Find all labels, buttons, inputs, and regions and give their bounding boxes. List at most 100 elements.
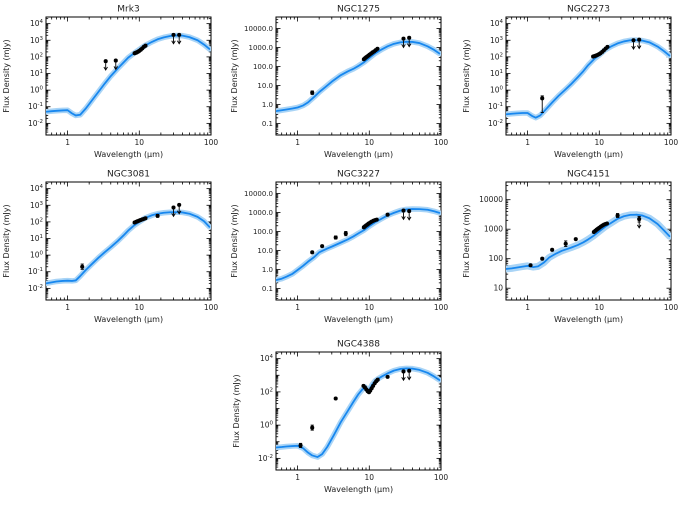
data-point: [385, 212, 390, 217]
y-axis-label: Flux Density (mJy): [230, 204, 239, 277]
model-curve: [506, 37, 671, 121]
x-tick-label: 100: [204, 138, 219, 147]
data-point: [604, 221, 610, 226]
data-point: [310, 90, 315, 95]
data-point: [385, 374, 390, 379]
x-axis-label: Wavelength (μm): [324, 315, 393, 324]
y-tick-label: 10-1: [28, 102, 43, 111]
x-axis-label: Wavelength (μm): [324, 150, 393, 159]
data-point: [550, 247, 555, 252]
model-uncertainty-band: [276, 206, 441, 283]
axis-ticks: [276, 182, 442, 300]
y-tick-label: 10-2: [488, 119, 503, 128]
data-point: [401, 208, 406, 213]
data-point: [80, 264, 85, 269]
model-uncertainty-band: [506, 37, 671, 121]
x-axis-label: Wavelength (μm): [554, 150, 623, 159]
model-uncertainty-band: [506, 211, 671, 273]
x-tick-label: 100: [434, 473, 449, 482]
x-tick-label: 10: [365, 473, 375, 482]
y-tick-label: 100: [490, 86, 504, 95]
y-tick-label: 10000.0: [244, 25, 273, 33]
model-line: [276, 40, 441, 113]
data-points: [310, 208, 412, 255]
y-tick-label: 100: [30, 251, 44, 260]
y-tick-label: 1000.0: [249, 209, 274, 217]
data-point: [407, 368, 412, 373]
y-tick-label: 103: [30, 201, 44, 210]
data-point: [343, 231, 348, 236]
plot-canvas-ngc2273: NGC2273 1 10 100 10-2 10-1 100 101 102 103 104 Wave…: [462, 5, 678, 160]
data-points: [528, 213, 642, 268]
y-tick-label: 100.0: [253, 63, 273, 71]
axis-ticks: [46, 17, 212, 136]
plot-mrk3: Mrk3 1 10 100 10-2 10-1 100 101 102 103 104 Wavelen…: [0, 2, 230, 168]
data-point: [310, 250, 315, 255]
model-line: [46, 34, 211, 117]
data-point: [637, 37, 642, 42]
model-curve: [46, 32, 211, 119]
y-tick-label: 0.1: [262, 120, 273, 128]
plot-title: NGC3081: [107, 170, 150, 180]
y-tick-label: 104: [490, 19, 504, 28]
data-point: [333, 396, 338, 401]
y-tick-label: 104: [30, 19, 44, 28]
y-tick-label: 100: [489, 254, 504, 263]
data-point: [177, 202, 182, 207]
y-tick-label: 102: [260, 387, 273, 396]
y-tick-label: 101: [490, 69, 503, 78]
plot-title: NGC4151: [567, 170, 610, 180]
y-tick-label: 10-1: [28, 267, 43, 276]
data-point: [155, 213, 160, 218]
plot-ngc4151: NGC4151 1 10 100 10 100 1000 10000 Wavelength (μ…: [460, 167, 690, 333]
y-tick-label: 10.0: [257, 82, 273, 90]
x-tick-label: 100: [664, 303, 679, 312]
x-tick-label: 1: [525, 303, 530, 312]
x-axis-label: Wavelength (μm): [324, 485, 393, 494]
y-axis-label: Flux Density (mJy): [2, 204, 11, 277]
y-tick-label: 101: [30, 69, 43, 78]
data-point: [103, 59, 108, 64]
plot-title: NGC2273: [567, 5, 610, 15]
data-point: [401, 369, 406, 374]
plot-canvas-mrk3: Mrk3 1 10 100 10-2 10-1 100 101 102 103 104 Wavelen…: [2, 5, 219, 160]
plot-title: NGC4388: [337, 340, 380, 350]
x-tick-label: 1: [65, 303, 70, 312]
model-uncertainty-band: [46, 209, 211, 287]
data-points: [540, 37, 642, 113]
plot-canvas-ngc4151: NGC4151 1 10 100 10 100 1000 10000 Wavelength (μ…: [462, 170, 679, 325]
x-tick-label: 1: [525, 138, 530, 147]
y-tick-label: 10: [493, 284, 503, 293]
axis-ticks: [506, 17, 672, 136]
y-axis-label: Flux Density (mJy): [2, 39, 11, 112]
data-point: [171, 205, 176, 210]
plot-title: NGC1275: [337, 5, 380, 15]
plot-canvas-ngc1275: NGC1275 1 10 100 0.1 1.0 10.0 100.0 1000.0 10000.…: [230, 5, 448, 160]
y-tick-label: 10-2: [28, 284, 43, 293]
data-point: [320, 244, 325, 249]
x-tick-label: 100: [204, 303, 219, 312]
y-tick-label: 1.0: [262, 101, 273, 109]
y-tick-label: 100.0: [253, 228, 273, 236]
data-point: [143, 43, 148, 48]
plot-ngc3081: NGC3081 1 10 100 10-2 10-1 100 101 102 103 104 Wave…: [0, 167, 230, 333]
y-tick-label: 104: [30, 184, 44, 193]
y-tick-label: 102: [30, 52, 43, 61]
data-points: [80, 202, 182, 270]
data-point: [177, 32, 182, 37]
data-point: [375, 377, 380, 382]
y-axis-label: Flux Density (mJy): [462, 39, 471, 112]
x-tick-label: 10: [365, 138, 375, 147]
x-axis-label: Wavelength (μm): [94, 150, 163, 159]
y-tick-label: 10000: [479, 195, 503, 204]
x-tick-label: 1: [295, 138, 300, 147]
data-point: [143, 216, 148, 221]
model-line: [46, 211, 211, 285]
data-point: [375, 46, 380, 51]
y-tick-label: 10-2: [258, 454, 273, 463]
plot-title: NGC3227: [337, 170, 380, 180]
plot-canvas-ngc3081: NGC3081 1 10 100 10-2 10-1 100 101 102 103 104 Wave…: [2, 170, 219, 325]
data-point: [310, 425, 315, 430]
x-tick-label: 10: [595, 138, 605, 147]
data-points: [298, 368, 412, 448]
